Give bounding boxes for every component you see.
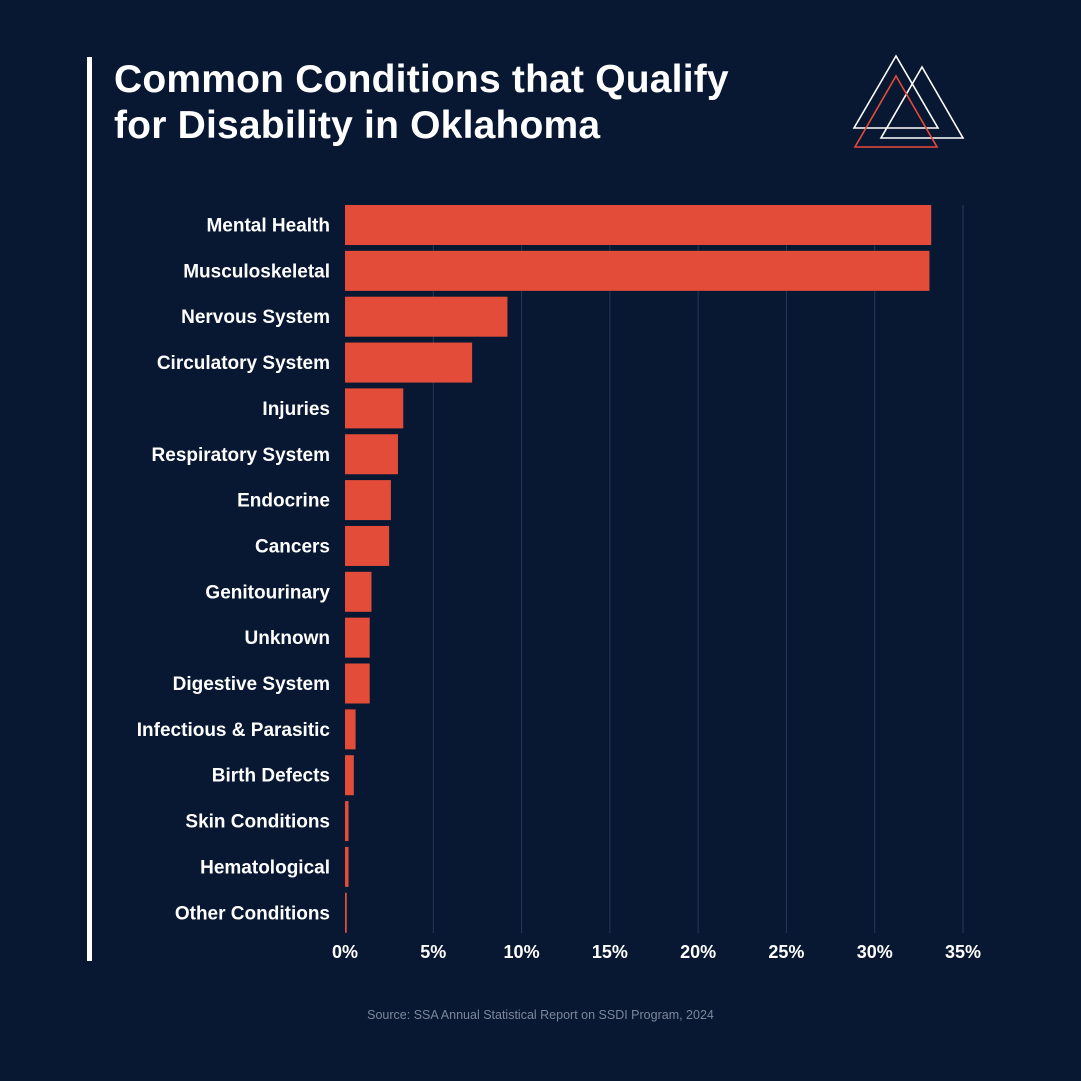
category-label: Digestive System: [173, 674, 330, 695]
category-label: Cancers: [255, 536, 330, 557]
category-label: Skin Conditions: [185, 812, 330, 833]
category-label: Circulatory System: [157, 353, 330, 374]
bar: [345, 205, 932, 245]
x-tick-label: 25%: [768, 942, 804, 962]
category-label: Injuries: [262, 399, 330, 420]
bar: [345, 846, 349, 887]
bar: [345, 250, 930, 291]
category-label: Hematological: [200, 857, 330, 878]
category-label: Genitourinary: [205, 582, 330, 603]
category-labels: Mental Health Musculoskeletal Nervous Syst…: [137, 216, 331, 925]
x-tick-labels: 0% 5% 10% 15% 20% 25% 30% 35%: [332, 942, 981, 962]
bar: [345, 388, 404, 429]
bar: [345, 571, 372, 612]
category-label: Other Conditions: [175, 903, 330, 924]
accent-bar: [87, 57, 92, 961]
bars: [345, 205, 932, 933]
x-tick-label: 20%: [680, 942, 716, 962]
category-label: Nervous System: [181, 307, 330, 328]
category-label: Birth Defects: [212, 766, 330, 787]
category-label: Musculoskeletal: [183, 261, 330, 282]
title-line-2: for Disability in Oklahoma: [114, 104, 601, 147]
x-tick-label: 15%: [592, 942, 628, 962]
bar-chart: Mental Health Musculoskeletal Nervous Syst…: [137, 205, 981, 962]
bar: [345, 342, 473, 383]
bar: [345, 296, 508, 337]
page-title: Common Conditions that Qualify for Disab…: [114, 57, 814, 149]
x-tick-label: 5%: [420, 942, 446, 962]
category-label: Respiratory System: [152, 445, 330, 466]
bar: [345, 663, 370, 704]
bar: [345, 755, 354, 796]
category-label: Endocrine: [237, 491, 330, 512]
title-line-1: Common Conditions that Qualify: [114, 58, 729, 101]
bar: [345, 709, 356, 750]
category-label: Infectious & Parasitic: [137, 720, 331, 741]
x-tick-label: 0%: [332, 942, 358, 962]
bar: [345, 801, 349, 842]
x-tick-label: 35%: [945, 942, 981, 962]
source-text: Source: SSA Annual Statistical Report on…: [367, 1008, 714, 1022]
category-label: Unknown: [245, 628, 331, 649]
bar: [345, 434, 398, 475]
x-tick-label: 30%: [857, 942, 893, 962]
bar: [345, 617, 370, 658]
bar: [345, 525, 390, 566]
logo-triangle-accent: [853, 74, 939, 148]
triangles-logo-icon: [852, 54, 965, 148]
bar: [345, 892, 347, 933]
source-note: Source: SSA Annual Statistical Report on…: [0, 1008, 1081, 1022]
logo-triangle-left: [852, 54, 940, 129]
grid-lines: [432, 205, 964, 933]
x-tick-label: 10%: [504, 942, 540, 962]
category-label: Mental Health: [206, 216, 330, 237]
logo-triangle-right: [879, 65, 965, 139]
bar: [345, 480, 391, 521]
